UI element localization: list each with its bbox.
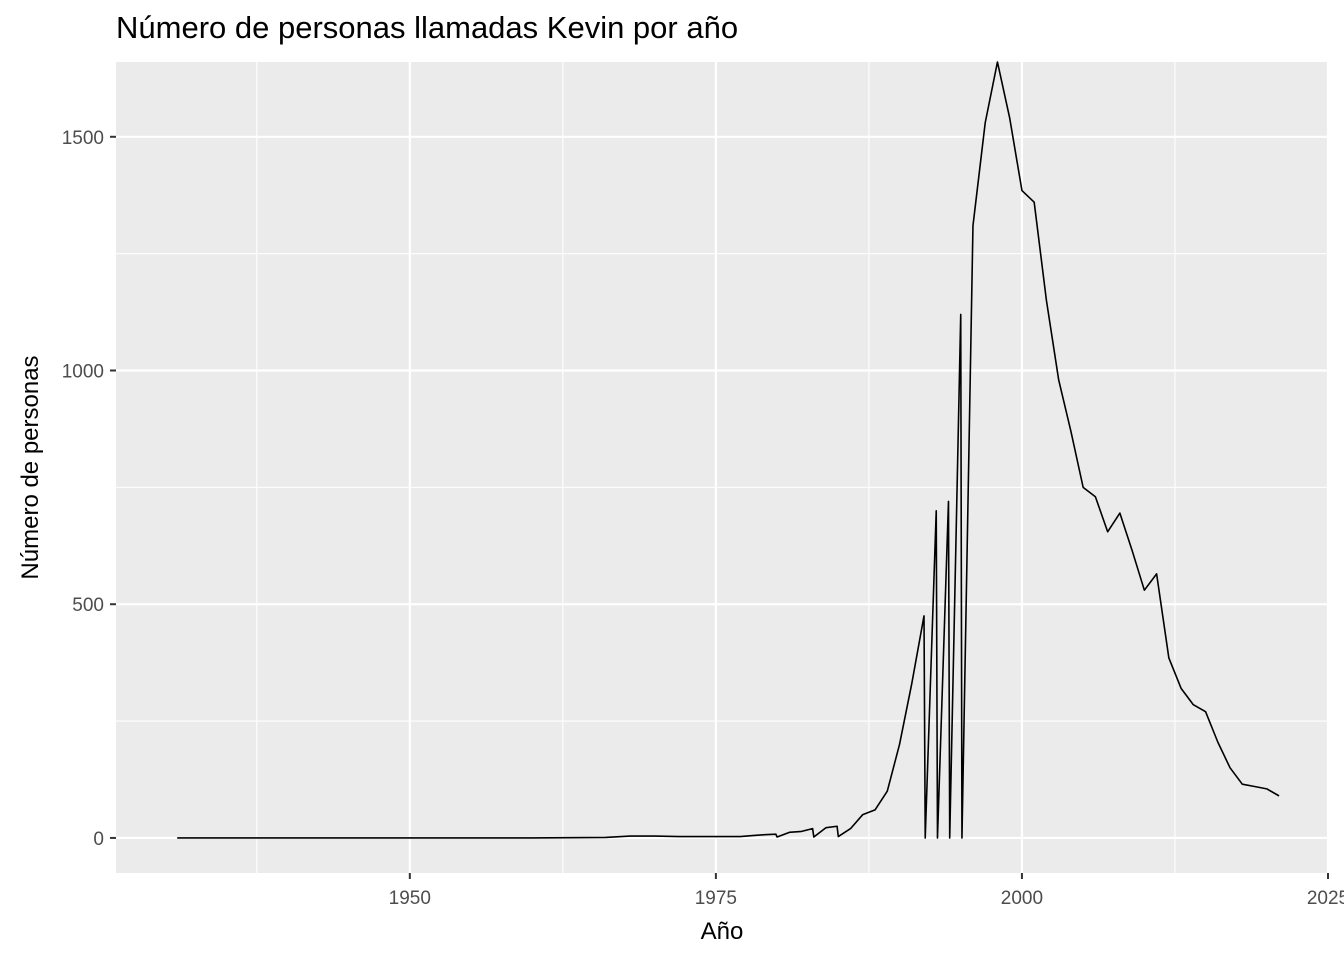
major-grid [116,62,1330,873]
y-tick-label: 1500 [62,128,104,149]
x-tick-label: 1975 [695,888,737,909]
chart-title: Número de personas llamadas Kevin por añ… [116,10,739,45]
x-tick-label: 1950 [389,888,431,909]
y-tick-label: 0 [93,829,104,850]
x-tick-label: 2000 [1001,888,1043,909]
y-axis-title: Número de personas [17,355,44,579]
plot-panel [116,62,1328,873]
y-tick-label: 1000 [62,362,104,383]
minor-grid [116,62,1328,873]
y-axis-ticks: 0 500 1000 1500 [62,128,116,850]
series-line-kevin [177,61,1280,839]
x-axis-ticks: 1950 1975 2000 2025 [389,873,1344,909]
y-tick-label: 500 [72,595,104,616]
x-axis-title: Año [701,918,744,945]
x-tick-label: 2025 [1307,888,1344,909]
